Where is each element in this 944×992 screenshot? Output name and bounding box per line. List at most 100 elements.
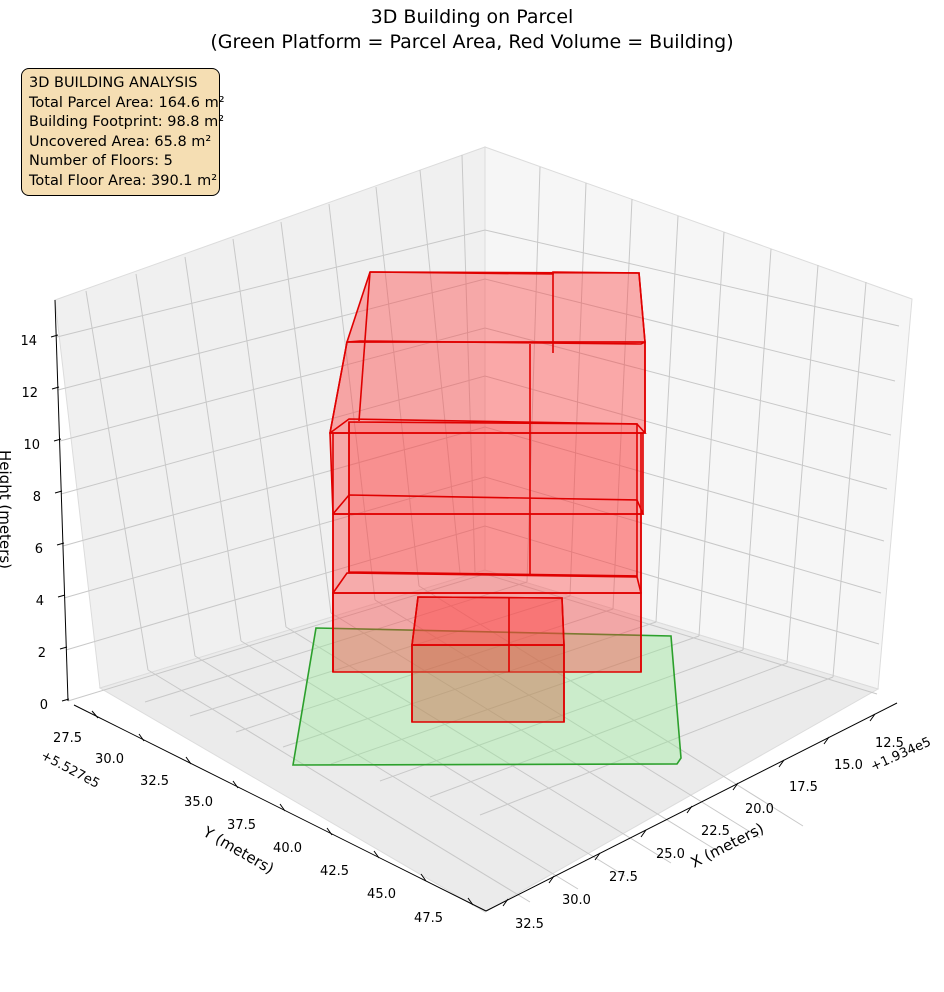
left-step-edge bbox=[329, 341, 348, 434]
x-tick-12.5 bbox=[869, 713, 876, 722]
floor-grid-x-7 bbox=[429, 662, 788, 798]
grid-x-7 bbox=[786, 264, 819, 664]
z-tick-label: 8 bbox=[33, 490, 41, 505]
info-parcel-area: Total Parcel Area: 164.6 m² bbox=[29, 94, 225, 111]
floor-grid-x-3 bbox=[235, 608, 614, 733]
y-tick-37.5 bbox=[279, 803, 286, 812]
z-tick-6 bbox=[56, 542, 65, 546]
y-tick-45.0 bbox=[420, 873, 427, 882]
tick-marks bbox=[50, 334, 876, 907]
x-tick-25.0 bbox=[640, 829, 647, 838]
z-tick-12 bbox=[51, 386, 60, 390]
parcel-platform bbox=[292, 627, 682, 766]
grid-y-9 bbox=[461, 154, 476, 573]
info-number-of-floors: Number of Floors: 5 bbox=[29, 153, 173, 169]
y-tick-label: 40.0 bbox=[273, 841, 302, 856]
x-tick-label: 25.0 bbox=[656, 847, 685, 862]
y-tick-35.0 bbox=[232, 780, 239, 789]
y-tick-label: 27.5 bbox=[53, 731, 82, 746]
info-total-floor-area: Total Floor Area: 390.1 m² bbox=[29, 172, 218, 189]
floor-grid-x-4 bbox=[282, 621, 657, 748]
y-tick-label: 45.0 bbox=[367, 887, 396, 902]
y-offset-text: +5.527e5 bbox=[38, 748, 102, 791]
z-axis-line bbox=[54, 299, 69, 702]
grid-y-1 bbox=[85, 290, 149, 671]
info-box-heading: 3D BUILDING ANALYSIS bbox=[29, 75, 198, 91]
y-tick-label: 37.5 bbox=[227, 818, 256, 833]
left-roof-edge bbox=[358, 271, 371, 422]
z-tick-label: 6 bbox=[35, 542, 43, 557]
x-tick-label: 15.0 bbox=[834, 758, 863, 773]
floor-grid-x-8 bbox=[479, 676, 834, 816]
z-tick-label: 0 bbox=[40, 698, 48, 713]
grid-y-6 bbox=[328, 203, 376, 601]
chart-title-line1: 3D Building on Parcel bbox=[370, 6, 574, 28]
z-tick-10 bbox=[53, 438, 62, 442]
grid-y-4 bbox=[232, 238, 287, 628]
y-tick-32.5 bbox=[185, 756, 192, 765]
annex-top bbox=[411, 596, 565, 646]
z-tick-label: 4 bbox=[36, 594, 44, 609]
z-tick-14 bbox=[50, 334, 59, 338]
y-tick-40.0 bbox=[326, 827, 333, 836]
floor-grid-x-6 bbox=[379, 649, 744, 782]
y-tick-27.5 bbox=[91, 710, 99, 719]
z-tick-0 bbox=[61, 698, 70, 702]
z-tick-label: 10 bbox=[23, 438, 40, 453]
grid-y-2 bbox=[135, 273, 196, 657]
y-tick-42.5 bbox=[373, 850, 380, 859]
y-tick-label: 42.5 bbox=[320, 864, 349, 879]
floor-grid-x-1 bbox=[144, 581, 528, 703]
y-tick-30.0 bbox=[138, 733, 145, 742]
grid-x-8 bbox=[832, 281, 867, 678]
x-tick-27.5 bbox=[594, 852, 601, 861]
grid-y-7 bbox=[375, 186, 420, 587]
floor-edge-3 bbox=[329, 418, 647, 434]
x-tick-17.5 bbox=[778, 759, 785, 768]
info-uncovered-area: Uncovered Area: 65.8 m² bbox=[29, 133, 212, 150]
grid-x-5 bbox=[698, 231, 725, 637]
x-tick-label: 32.5 bbox=[515, 917, 544, 932]
info-building-footprint: Building Footprint: 98.8 m² bbox=[29, 114, 225, 130]
x-tick-label: 22.5 bbox=[701, 824, 730, 839]
x-tick-22.5 bbox=[686, 805, 693, 814]
grid-y-5 bbox=[280, 221, 332, 614]
floor-grid-x-2 bbox=[189, 595, 571, 717]
x-tick-label: 20.0 bbox=[745, 802, 774, 817]
x-tick-label: 12.5 bbox=[875, 736, 904, 751]
x-tick-label: 17.5 bbox=[789, 780, 818, 795]
z-tick-label: 14 bbox=[20, 334, 37, 349]
floor-edge-2 bbox=[332, 494, 645, 515]
floor-edge-4 bbox=[346, 340, 646, 345]
grid-z-12 bbox=[57, 278, 896, 391]
grid-x-4 bbox=[655, 215, 679, 623]
grid-z-4 bbox=[63, 476, 882, 599]
z-tick-4 bbox=[57, 594, 66, 598]
building-top-block bbox=[345, 271, 646, 343]
z-axis-label: Height (meters) bbox=[0, 450, 14, 569]
grid-z-14 bbox=[56, 229, 900, 338]
y-tick-label: 32.5 bbox=[140, 774, 169, 789]
grid-z-10 bbox=[59, 327, 892, 442]
floor-grid-y-5 bbox=[330, 612, 717, 851]
floor-grid-y-2 bbox=[194, 655, 579, 890]
floor-edge-1 bbox=[332, 572, 642, 594]
x-tick-label: 30.0 bbox=[562, 893, 591, 908]
y-tick-label: 35.0 bbox=[184, 795, 213, 810]
analysis-info-box: 3D BUILDING ANALYSIS Total Parcel Area: … bbox=[21, 68, 225, 196]
grid-x-6 bbox=[742, 248, 772, 651]
floor-grid-y-6 bbox=[374, 599, 761, 839]
annex-edges bbox=[411, 596, 565, 722]
z-tick-label: 12 bbox=[21, 386, 38, 401]
floor-grid-y-7 bbox=[418, 585, 804, 827]
grid-x-1 bbox=[526, 166, 541, 583]
building-volume bbox=[329, 271, 647, 723]
grid-y-8 bbox=[419, 169, 461, 574]
y-tick-47.5 bbox=[467, 897, 474, 906]
x-tick-15.0 bbox=[823, 736, 830, 745]
grid-z-6 bbox=[62, 426, 885, 547]
y-tick-label: 47.5 bbox=[414, 911, 443, 926]
annex-block bbox=[411, 644, 565, 723]
x-tick-32.5 bbox=[502, 898, 509, 907]
